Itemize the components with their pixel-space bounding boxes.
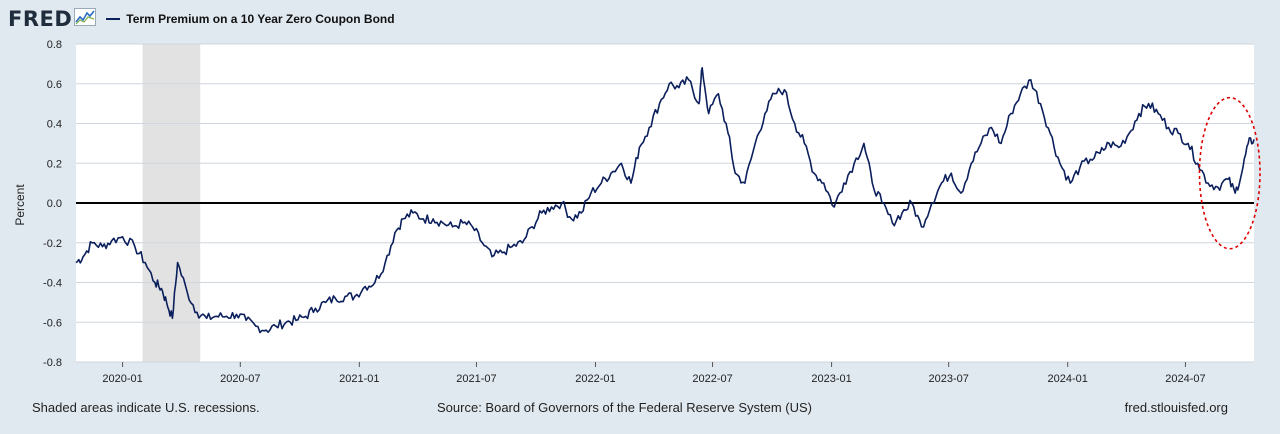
y-tick-label: -0.8 xyxy=(43,357,62,369)
line-chart-icon xyxy=(74,7,97,31)
x-tick-label: 2024-01 xyxy=(1048,373,1088,385)
source-note: Source: Board of Governors of the Federa… xyxy=(437,400,812,415)
x-tick-label: 2021-07 xyxy=(456,373,496,385)
y-tick-label: 0.8 xyxy=(47,39,62,51)
annotation-ellipse xyxy=(1198,96,1261,250)
x-tick-label: 2020-01 xyxy=(102,373,142,385)
x-tick-label: 2022-07 xyxy=(692,373,732,385)
y-tick-label: -0.6 xyxy=(43,317,62,329)
y-tick-label: 0.0 xyxy=(47,198,62,210)
x-tick-label: 2023-01 xyxy=(811,373,851,385)
y-tick-label: -0.4 xyxy=(43,278,62,290)
fred-logo-text: FRED xyxy=(8,7,73,31)
y-tick-labels: 0.8 0.6 0.4 0.2 0.0 -0.2 -0.4 -0.6 -0.8 xyxy=(43,39,62,369)
y-tick-label: 0.4 xyxy=(47,119,62,131)
chart-header: FRED Term Premium on a 10 Year Zero Coup… xyxy=(8,6,395,32)
fred-url[interactable]: fred.stlouisfed.org xyxy=(1124,400,1228,415)
y-tick-label: 0.6 xyxy=(47,79,62,91)
legend-label: Term Premium on a 10 Year Zero Coupon Bo… xyxy=(126,12,395,26)
x-tick-label: 2021-01 xyxy=(339,373,379,385)
legend: Term Premium on a 10 Year Zero Coupon Bo… xyxy=(106,12,395,26)
y-tick-label: -0.2 xyxy=(43,238,62,250)
series-line xyxy=(75,67,1255,334)
x-tick-label: 2023-07 xyxy=(928,373,968,385)
x-tick-label: 2020-07 xyxy=(220,373,260,385)
x-tick-label: 2022-01 xyxy=(575,373,615,385)
y-tick-label: 0.2 xyxy=(47,158,62,170)
legend-swatch xyxy=(106,18,121,20)
x-tick-label: 2024-07 xyxy=(1165,373,1205,385)
recession-note: Shaded areas indicate U.S. recessions. xyxy=(32,400,260,415)
x-tick-labels: 2020-01 2020-07 2021-01 2021-07 2022-01 2022-… xyxy=(102,362,1206,385)
fred-logo[interactable]: FRED xyxy=(8,7,97,31)
